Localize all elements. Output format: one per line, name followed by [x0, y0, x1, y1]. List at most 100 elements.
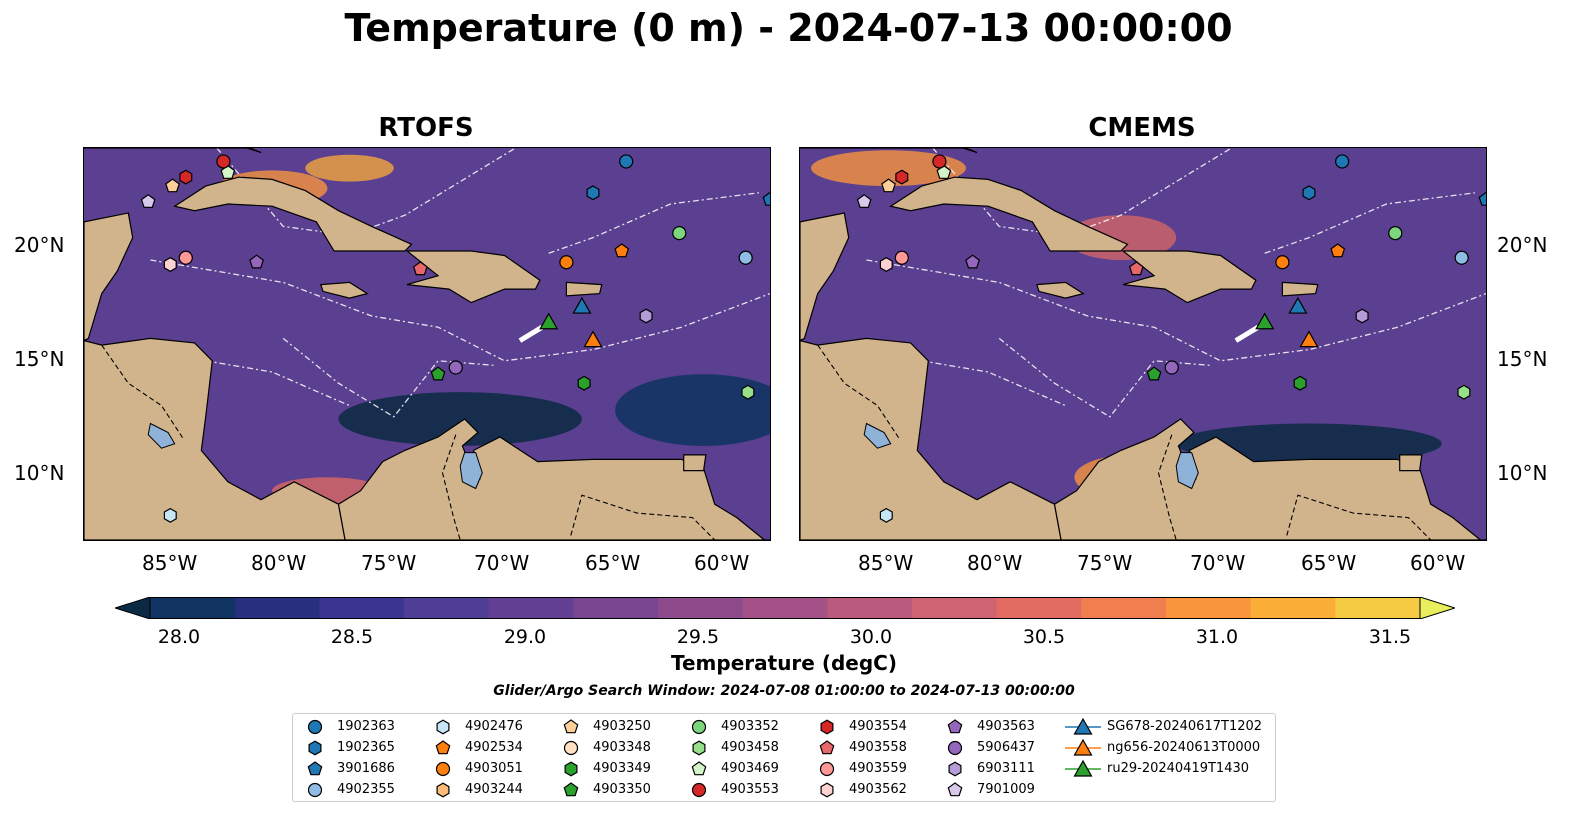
lon-label: 75°W [1077, 551, 1133, 575]
colorbar-tick: 30.5 [1022, 626, 1066, 648]
colorbar-segment [234, 597, 320, 619]
lon-label: 65°W [1301, 551, 1357, 575]
lon-label: 85°W [858, 551, 914, 575]
lat-label: 10°N [14, 461, 65, 485]
rtofs-map-canvas [84, 148, 770, 540]
marker-3901686 [1478, 191, 1486, 206]
lat-label: 15°N [1497, 347, 1548, 371]
circle-marker-icon [691, 782, 707, 798]
circle-marker-icon [819, 761, 835, 777]
legend-marker [307, 782, 323, 798]
marker-4903350 [430, 366, 446, 381]
marker-4902476 [163, 507, 177, 523]
marker-4902355 [738, 250, 753, 265]
marker-4903559 [894, 250, 909, 265]
legend-marker [948, 761, 962, 777]
south-america-land [1053, 418, 1486, 540]
legend-marker [307, 761, 323, 776]
hexagon-marker-icon [820, 719, 834, 735]
circle-marker-icon [435, 761, 451, 777]
marker-4903051 [559, 255, 574, 270]
marker-4903350 [1146, 366, 1162, 381]
circle-marker-icon [563, 740, 579, 756]
legend-marker [435, 740, 451, 755]
colorbar-tick: 28.5 [330, 626, 374, 648]
pentagon-marker-icon [307, 761, 323, 776]
legend-label: ru29-20240419T1430 [1107, 761, 1250, 776]
legend-marker [563, 740, 579, 756]
legend-marker [820, 782, 834, 798]
legend-label: 7901009 [977, 782, 1035, 797]
triangle-line-marker-icon [1065, 718, 1101, 735]
legend-marker [436, 719, 450, 735]
marker-4902355 [1454, 250, 1469, 265]
pentagon-marker-icon [563, 782, 579, 797]
legend-label: 4903051 [465, 761, 523, 776]
legend-label: 1902365 [337, 740, 395, 755]
circle-marker-icon [947, 740, 963, 756]
colorbar-segment [742, 597, 828, 619]
marker-4903051 [1275, 255, 1290, 270]
marker-4903559 [178, 250, 193, 265]
marker-4903558 [1128, 261, 1144, 276]
legend-label: ng656-20240613T0000 [1107, 740, 1261, 755]
triangle-line-marker-icon [1065, 739, 1101, 756]
colorbar-tick: 31.0 [1195, 626, 1239, 648]
marker-1902363 [1335, 154, 1350, 169]
colorbar-segment [996, 597, 1082, 619]
legend-marker [563, 719, 579, 734]
circle-marker-icon [307, 719, 323, 735]
hexagon-marker-icon [820, 782, 834, 798]
hexagon-marker-icon [436, 719, 450, 735]
eez-boundary [150, 259, 770, 362]
colorbar-segment [319, 597, 405, 619]
lat-label: 15°N [14, 347, 65, 371]
marker-1902363 [619, 154, 634, 169]
legend-marker [819, 761, 835, 777]
legend-label: 4903349 [593, 761, 651, 776]
hexagon-marker-icon [564, 761, 578, 777]
marker-4903352 [672, 226, 687, 241]
lon-label: 70°W [474, 551, 530, 575]
country-border [817, 344, 901, 440]
marker-4903458 [1457, 384, 1471, 400]
colorbar-min-extend [115, 597, 151, 619]
legend-label: SG678-20240617T1202 [1107, 719, 1263, 734]
marker-4902476 [879, 507, 893, 523]
circle-marker-icon [691, 719, 707, 735]
legend-label: 4903458 [721, 740, 779, 755]
lon-label: 85°W [142, 551, 198, 575]
marker-4903352 [1388, 226, 1403, 241]
legend-label: 4903554 [849, 719, 907, 734]
legend-marker [820, 719, 834, 735]
marker-ru29-20240419T1430 [539, 312, 559, 330]
trinidad-land [683, 454, 707, 472]
legend-label: 4903348 [593, 740, 651, 755]
marker-7901009 [140, 194, 156, 209]
legend-marker [1073, 718, 1093, 735]
marker-4903250 [165, 178, 180, 193]
cool-anomaly-south [338, 392, 582, 446]
legend-marker [947, 782, 963, 797]
colorbar-tick: 28.0 [157, 626, 201, 648]
legend-label: 4903553 [721, 782, 779, 797]
pentagon-marker-icon [819, 740, 835, 755]
colorbar-tick: 29.0 [503, 626, 547, 648]
glider-track [1234, 325, 1260, 343]
south-america-land [337, 418, 770, 540]
country-border [570, 494, 716, 540]
cmems-map-canvas [800, 148, 1486, 540]
legend-label: 4903244 [465, 782, 523, 797]
trinidad-land [1399, 454, 1423, 472]
legend-label: 4902476 [465, 719, 523, 734]
legend-marker [691, 719, 707, 735]
legend-marker [307, 719, 323, 735]
legend-marker [947, 740, 963, 756]
legend-marker [692, 740, 706, 756]
hexagon-marker-icon [692, 740, 706, 756]
marker-4903562 [163, 257, 177, 272]
marker-4903553 [216, 154, 231, 169]
marker-ng656-20240613T0000 [1299, 330, 1319, 348]
legend-label: 4903562 [849, 782, 907, 797]
figure-title: Temperature (0 m) - 2024-07-13 00:00:00 [344, 6, 1233, 50]
